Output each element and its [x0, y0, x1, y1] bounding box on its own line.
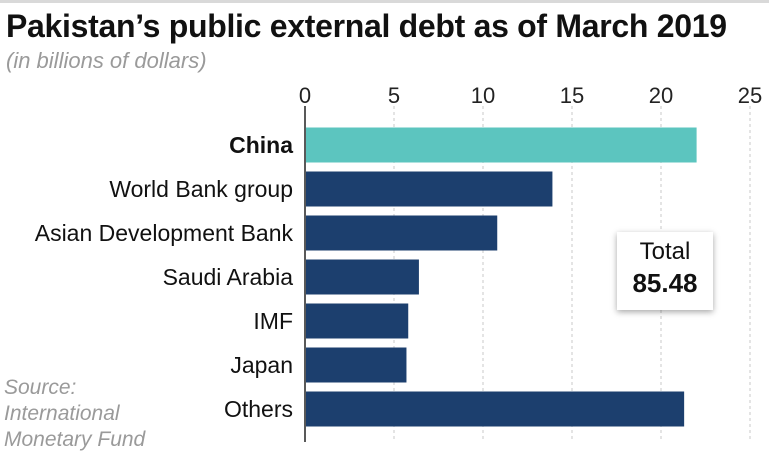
source-line: International — [4, 402, 120, 425]
x-tick-label: 15 — [560, 83, 584, 108]
total-label: Total — [639, 238, 691, 265]
total-box: Total 85.48 — [617, 232, 713, 310]
bar — [306, 303, 409, 339]
x-tick-label: 20 — [649, 83, 673, 108]
x-tick-label: 0 — [299, 83, 311, 108]
chart-title: Pakistan’s public external debt as of Ma… — [6, 8, 727, 44]
bar — [306, 347, 407, 383]
bar — [306, 391, 685, 427]
top-rule — [0, 0, 769, 3]
source-line: Source: — [4, 376, 77, 399]
category-label: China — [229, 132, 293, 158]
bar — [306, 171, 553, 207]
source-note: Source: International Monetary Fund — [4, 375, 174, 453]
category-label: Japan — [230, 352, 293, 378]
total-value: 85.48 — [632, 268, 698, 298]
bar — [306, 215, 498, 251]
x-tick-label: 25 — [738, 83, 762, 108]
category-label: Asian Development Bank — [35, 220, 294, 246]
bar — [306, 259, 419, 295]
x-tick-label: 5 — [388, 83, 400, 108]
source-line: Monetary Fund — [4, 428, 146, 451]
category-label: World Bank group — [109, 176, 293, 202]
chart-subtitle: (in billions of dollars) — [6, 48, 207, 73]
category-label: Others — [224, 396, 293, 422]
bar — [306, 127, 697, 163]
category-label: Saudi Arabia — [163, 264, 294, 290]
x-tick-label: 10 — [471, 83, 495, 108]
category-label: IMF — [253, 308, 293, 334]
